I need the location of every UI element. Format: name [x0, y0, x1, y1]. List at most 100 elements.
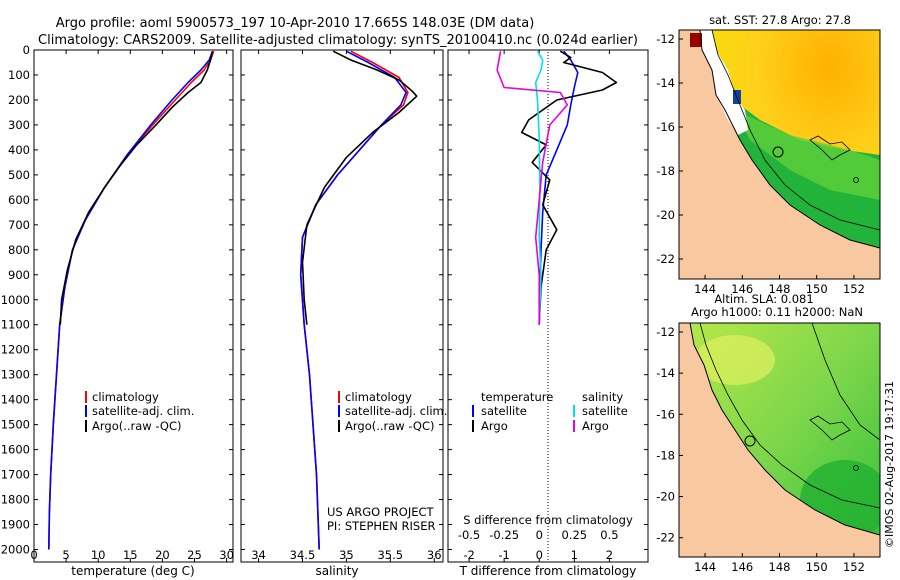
legend-label-climatology: climatology	[92, 390, 159, 404]
y-tick-label: 800	[8, 243, 30, 257]
legend-label-argo: Argo(..raw -QC)	[345, 419, 435, 433]
y-tick-label: 1400	[1, 393, 30, 407]
y-tick-label: 700	[8, 218, 30, 232]
lat-tick-label: -16	[656, 407, 675, 421]
salinity-lines	[299, 50, 418, 550]
x-tick-label: 35	[339, 548, 354, 562]
difference-legend: temperature salinity satellite Argo sate…	[472, 390, 628, 433]
x-tick-label: 25	[187, 548, 202, 562]
header-line-1: Argo profile: aoml 5900573_197 10-Apr-20…	[56, 16, 535, 31]
lat-tick-label: -14	[656, 76, 675, 90]
sla-small-island	[853, 465, 859, 471]
series-line-salinity-satellite	[534, 50, 544, 325]
lon-tick-label: 146	[731, 560, 753, 574]
y-tick-label: 1100	[1, 318, 30, 332]
lon-tick-label: 152	[843, 560, 865, 574]
x-tick-label: 5	[62, 548, 69, 562]
y-tick-label: 400	[8, 143, 30, 157]
sla-reef	[809, 415, 851, 441]
y-tick-label: 1600	[1, 443, 30, 457]
legend-label-satellite-adj: satellite-adj. clim.	[345, 404, 447, 418]
sst-green-lighter	[735, 110, 880, 200]
header-line-2: Climatology: CARS2009. Satellite-adjuste…	[38, 33, 638, 48]
legend-label-satellite-adj: satellite-adj. clim.	[92, 404, 194, 418]
sla-map: Altim. SLA: 0.081 Argo h1000: 0.11 h2000…	[656, 292, 881, 574]
series-line-salinity-argo	[496, 51, 569, 325]
y-tick-label: 900	[8, 268, 30, 282]
difference-axes-box	[447, 49, 649, 563]
s-diff-tick-label: 0	[536, 528, 543, 542]
x-tick-label: 2	[606, 548, 613, 562]
salinity-legend: climatology satellite-adj. clim. Argo(..…	[338, 390, 447, 433]
sst-land	[679, 30, 880, 279]
temperature-axes-box	[33, 49, 234, 563]
difference-lines	[496, 50, 618, 325]
s-diff-tick-label: -0.5	[458, 528, 480, 542]
sla-argo-float-marker	[744, 435, 756, 447]
imos-watermark: ©IMOS 02-Aug-2017 19:17:31	[883, 381, 896, 548]
temperature-panel: 0100200300400500600700800900100011001200…	[1, 43, 234, 578]
legend-label-climatology: climatology	[345, 390, 412, 404]
lon-tick-label: 148	[769, 282, 791, 296]
temperature-legend: climatology satellite-adj. clim. Argo(..…	[85, 390, 194, 433]
lat-tick-label: -12	[656, 32, 675, 46]
x-tick-label: 36	[427, 548, 442, 562]
x-tick-label: 30	[219, 548, 234, 562]
lon-tick-label: 146	[731, 282, 753, 296]
depth-tick-labels: 0 100 200 300 400 500 600 700 800 900 1000 1100 1200…	[1, 43, 233, 557]
y-tick-label: 2000	[1, 543, 30, 557]
lon-tick-label: 144	[694, 560, 716, 574]
x-tick-label: 20	[155, 548, 170, 562]
salinity-tick-labels: 34 34.5 35 35.5 36	[241, 49, 443, 562]
sst-argo-float-marker	[772, 146, 784, 158]
temperature-tick-labels: 0 5 10 15 20 25 30	[30, 50, 234, 562]
sst-map-tick-labels: 144 146 148 150 152 -12 -14 -16 -18 -20 -22	[656, 32, 865, 296]
salinity-panel: 34 34.5 35 35.5 36 salinity climatology sate…	[240, 49, 447, 578]
s-difference-tick-labels: -0.5 -0.25 0 0.25 0.5	[458, 528, 619, 542]
difference-panel: -2 -1 0 1 2 -0.5 -0.25 0 0.25 0.5 S difference f…	[447, 49, 649, 578]
x-tick-label: 0	[30, 548, 37, 562]
lat-tick-label: -20	[656, 490, 675, 504]
lat-tick-label: -22	[656, 531, 675, 545]
legend-label-temp-argo: Argo	[481, 419, 508, 433]
sla-contour-outer	[811, 323, 880, 441]
lat-tick-label: -22	[656, 252, 675, 266]
salinity-axes-box	[240, 49, 444, 563]
s-diff-tick-label: -0.25	[489, 528, 519, 542]
sst-missing-data-white	[700, 30, 748, 135]
lon-tick-label: 150	[806, 560, 828, 574]
y-tick-label: 1700	[1, 468, 30, 482]
x-tick-label: 10	[91, 548, 106, 562]
lat-tick-label: -20	[656, 208, 675, 222]
y-tick-label: 0	[23, 43, 30, 57]
y-tick-label: 500	[8, 168, 30, 182]
lat-tick-label: -12	[656, 325, 675, 339]
legend-label-sal-argo: Argo	[582, 419, 609, 433]
series-line-argo-raw-qc-	[301, 50, 418, 325]
legend-label-argo: Argo(..raw -QC)	[92, 419, 182, 433]
lon-tick-label: 144	[694, 282, 716, 296]
y-tick-label: 1500	[1, 418, 30, 432]
lon-tick-label: 150	[806, 282, 828, 296]
lat-tick-label: -18	[656, 448, 675, 462]
sla-land	[679, 323, 880, 557]
temperature-xlabel: temperature (deg C)	[71, 564, 194, 578]
y-tick-label: 1800	[1, 493, 30, 507]
y-tick-label: 1300	[1, 368, 30, 382]
sst-dark-red-cell	[690, 33, 702, 47]
lon-tick-label: 152	[843, 282, 865, 296]
y-tick-label: 300	[8, 118, 30, 132]
legend-header-salinity: salinity	[582, 390, 623, 404]
sst-coastline	[699, 30, 880, 249]
y-tick-label: 1200	[1, 343, 30, 357]
x-tick-label: 35.5	[377, 548, 403, 562]
sla-map-title-1: Altim. SLA: 0.081	[714, 292, 813, 306]
y-tick-label: 100	[8, 68, 30, 82]
credit-line-2: PI: STEPHEN RISER	[327, 519, 436, 533]
sst-reef	[809, 135, 851, 161]
credit-line-1: US ARGO PROJECT	[327, 505, 435, 519]
legend-label-temp-satellite: satellite	[481, 404, 527, 418]
sst-map-title: sat. SST: 27.8 Argo: 27.8	[709, 13, 851, 27]
x-tick-label: -1	[498, 548, 509, 562]
